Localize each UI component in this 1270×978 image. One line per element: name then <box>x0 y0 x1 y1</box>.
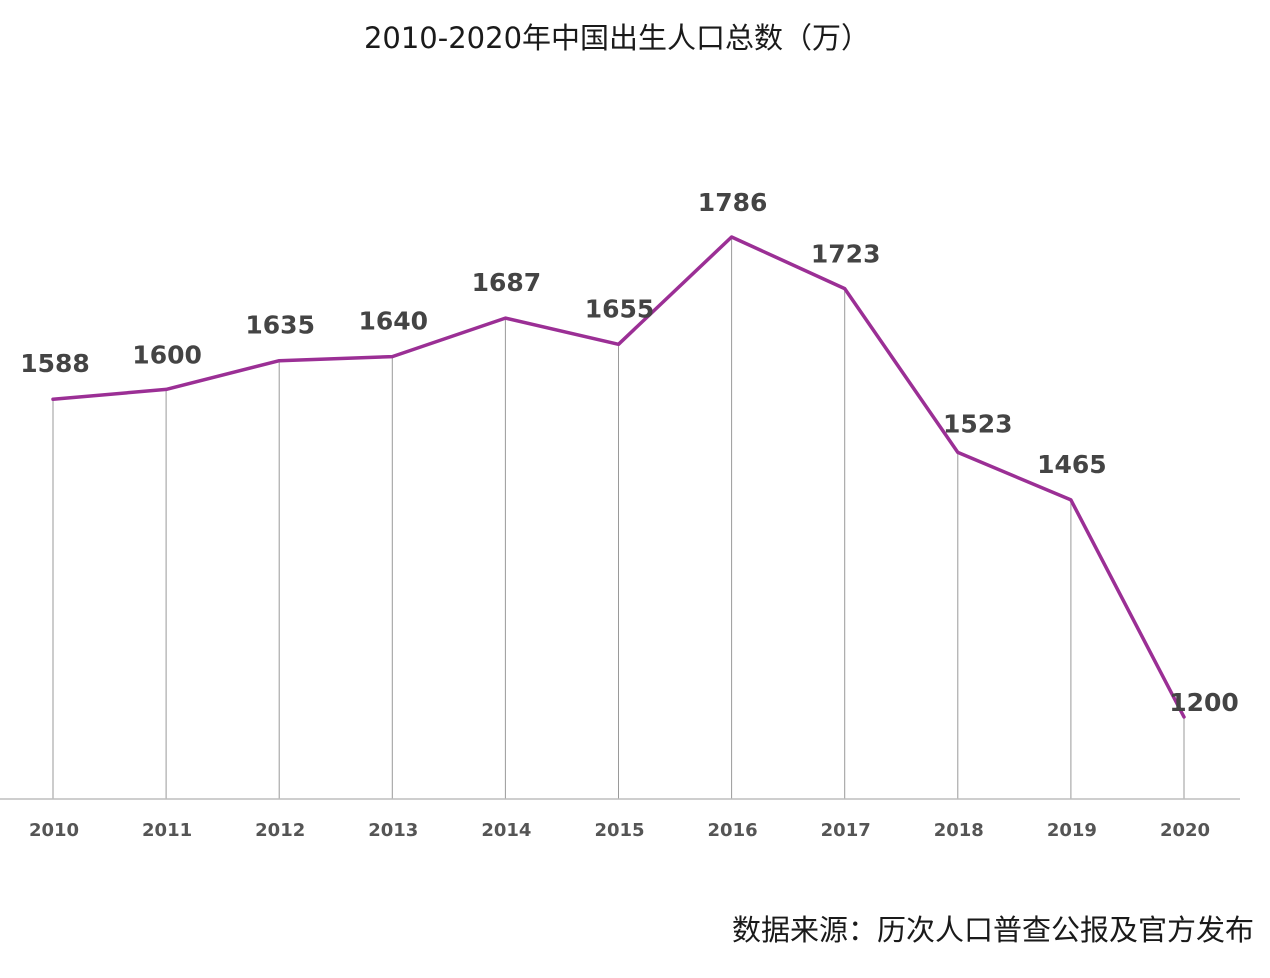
x-tick-labels: 2010 2011 2012 2013 2014 2015 2016 2017 2018 2019… <box>29 820 1210 841</box>
data-label: 1640 <box>359 307 429 336</box>
data-label: 1200 <box>1169 688 1239 717</box>
data-label: 1465 <box>1037 450 1107 479</box>
data-label: 1723 <box>811 240 881 269</box>
x-tick-label: 2012 <box>255 820 305 841</box>
x-tick-label: 2013 <box>368 820 418 841</box>
x-tick-label: 2020 <box>1160 820 1210 841</box>
x-tick-label: 2016 <box>708 820 758 841</box>
x-tick-label: 2011 <box>142 820 192 841</box>
data-label: 1523 <box>943 409 1013 438</box>
x-tick-label: 2017 <box>821 820 871 841</box>
data-label: 1600 <box>132 340 202 369</box>
x-tick-label: 2018 <box>934 820 984 841</box>
drop-lines <box>52 237 1185 799</box>
x-tick-label: 2010 <box>29 820 79 841</box>
x-tick-label: 2015 <box>594 820 644 841</box>
chart-title: 2010-2020年中国出生人口总数（万） <box>364 21 870 55</box>
x-tick-label: 2019 <box>1047 820 1097 841</box>
data-label: 1655 <box>585 294 655 323</box>
data-labels: 1588 1600 1635 1640 1687 1655 1786 1723 1523 1465… <box>20 188 1239 717</box>
data-label: 1635 <box>245 311 315 340</box>
x-tick-label: 2014 <box>481 820 531 841</box>
data-label: 1687 <box>472 268 542 297</box>
source-note: 数据来源：历次人口普查公报及官方发布 <box>732 913 1254 947</box>
data-label: 1588 <box>20 349 90 378</box>
data-label: 1786 <box>698 188 768 217</box>
series-line <box>51 235 1186 719</box>
